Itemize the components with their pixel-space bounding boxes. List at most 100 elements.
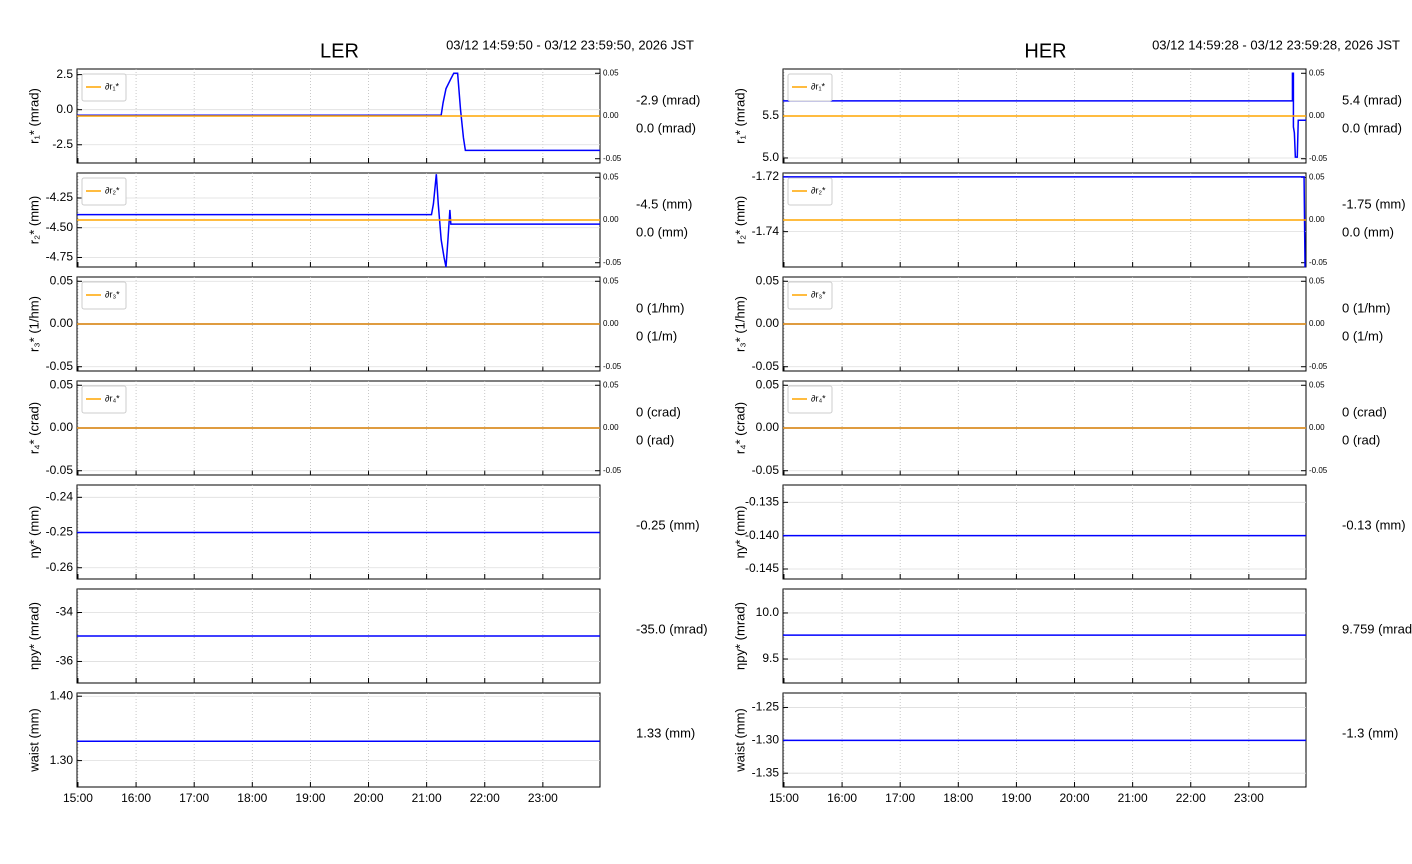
y-tick-label: -36 — [56, 654, 74, 668]
y2-tick-label: 0.05 — [1309, 68, 1325, 77]
y2-tick-label: -0.05 — [603, 362, 622, 371]
readout-value: 0.0 (mm) — [1342, 224, 1394, 239]
y-tick-label: -0.05 — [46, 359, 74, 373]
y-axis-label: r₁* (mrad) — [26, 88, 41, 144]
y-axis-label: r₄* (crad) — [732, 402, 747, 454]
y-tick-label: -0.140 — [745, 528, 779, 542]
y-axis-label: r₂* (mm) — [26, 196, 41, 244]
legend-label: ∂r₂* — [811, 185, 826, 195]
readout-value: 0.0 (mrad) — [1342, 120, 1402, 135]
legend-box — [787, 73, 833, 102]
y-tick-label: -0.05 — [752, 463, 780, 477]
x-tick-label: 21:00 — [412, 791, 442, 805]
readout-value: -1.3 (mm) — [1342, 725, 1398, 740]
readout-value: -0.25 (mm) — [636, 517, 700, 532]
y2-tick-label: -0.05 — [1309, 466, 1328, 475]
chart-title: LER — [320, 40, 359, 62]
legend-box — [81, 385, 127, 414]
legend-box — [81, 73, 127, 102]
y-tick-label: -1.72 — [752, 169, 780, 183]
y2-tick-label: -0.05 — [603, 466, 622, 475]
y2-tick-label: 0.00 — [1309, 111, 1325, 120]
y2-tick-label: 0.00 — [1309, 423, 1325, 432]
y-tick-label: 2.5 — [56, 67, 73, 81]
readout-value: -35.0 (mrad) — [636, 621, 708, 636]
x-tick-label: 15:00 — [769, 791, 799, 805]
y-tick-label: 0.00 — [756, 420, 780, 434]
y2-tick-label: 0.00 — [603, 319, 619, 328]
y-tick-label: 1.40 — [50, 688, 74, 702]
x-tick-label: 19:00 — [1001, 791, 1031, 805]
y-tick-label: 0.05 — [50, 377, 74, 391]
readout-value: 0 (crad) — [636, 404, 681, 419]
readout-value: 0 (rad) — [636, 432, 674, 447]
y-tick-label: -4.25 — [46, 190, 74, 204]
readout-value: 0 (rad) — [1342, 432, 1380, 447]
chart-subtitle: 03/12 14:59:28 - 03/12 23:59:28, 2026 JS… — [1152, 37, 1400, 52]
chart-subtitle: 03/12 14:59:50 - 03/12 23:59:50, 2026 JS… — [446, 37, 694, 52]
legend-label: ∂r₄* — [105, 393, 120, 403]
x-tick-label: 23:00 — [528, 791, 558, 805]
y2-tick-label: 0.05 — [603, 276, 619, 285]
axes-frame — [782, 588, 1307, 684]
readout-value: -2.9 (mrad) — [636, 92, 700, 107]
y2-tick-label: 0.00 — [603, 423, 619, 432]
y-axis-label: waist (mm) — [26, 708, 41, 773]
legend-box — [81, 177, 127, 206]
y-tick-label: 0.0 — [56, 102, 73, 116]
y-axis-label: r₃* (1/hm) — [26, 296, 41, 352]
readout-value: 0 (crad) — [1342, 404, 1387, 419]
legend-label: ∂r₃* — [105, 289, 120, 299]
y-axis-label: ηy* (mm) — [732, 506, 747, 559]
readout-value: -0.13 (mm) — [1342, 517, 1406, 532]
x-tick-label: 15:00 — [63, 791, 93, 805]
y2-tick-label: -0.05 — [1309, 154, 1328, 163]
y-axis-label: ηpy* (mrad) — [732, 602, 747, 670]
y-tick-label: 0.05 — [50, 273, 74, 287]
y2-tick-label: 0.05 — [1309, 172, 1325, 181]
y2-tick-label: 0.05 — [603, 172, 619, 181]
chart-title: HER — [1024, 40, 1066, 62]
y2-tick-label: 0.00 — [1309, 215, 1325, 224]
readout-value: 0 (1/hm) — [1342, 300, 1390, 315]
series-line — [77, 72, 600, 152]
y-tick-label: -2.5 — [52, 137, 73, 151]
readout-value: 0.0 (mm) — [636, 224, 688, 239]
y-tick-label: 0.00 — [50, 316, 74, 330]
legend-label: ∂r₁* — [811, 81, 825, 91]
y-tick-label: -0.25 — [46, 525, 74, 539]
x-tick-label: 21:00 — [1118, 791, 1148, 805]
y-axis-label: r₂* (mm) — [732, 196, 747, 244]
legend-box — [81, 281, 127, 310]
x-tick-label: 18:00 — [237, 791, 267, 805]
axes-frame — [782, 484, 1307, 580]
readout-value: -1.75 (mm) — [1342, 196, 1406, 211]
y-tick-label: -1.35 — [752, 765, 780, 779]
x-tick-label: 22:00 — [470, 791, 500, 805]
y-tick-label: 9.5 — [762, 651, 779, 665]
y-tick-label: -34 — [56, 605, 74, 619]
y2-tick-label: 0.05 — [1309, 380, 1325, 389]
y-tick-label: -0.24 — [46, 489, 74, 503]
y-tick-label: 5.5 — [762, 108, 779, 122]
readout-value: 5.4 (mrad) — [1342, 92, 1402, 107]
axes-frame — [76, 692, 601, 788]
x-tick-label: 22:00 — [1176, 791, 1206, 805]
readout-value: 9.759 (mrad) — [1342, 621, 1412, 636]
y-axis-label: r₁* (mrad) — [732, 88, 747, 144]
y2-tick-label: 0.05 — [603, 68, 619, 77]
readout-value: -4.5 (mm) — [636, 196, 692, 211]
y2-tick-label: -0.05 — [1309, 362, 1328, 371]
legend-label: ∂r₃* — [811, 289, 826, 299]
legend-box — [787, 177, 833, 206]
y-tick-label: 0.00 — [756, 316, 780, 330]
y-axis-label: ηy* (mm) — [26, 506, 41, 559]
y-tick-label: 0.05 — [756, 377, 780, 391]
y-tick-label: 0.00 — [50, 420, 74, 434]
x-tick-label: 23:00 — [1234, 791, 1264, 805]
y-tick-label: -0.05 — [46, 463, 74, 477]
y-axis-label: waist (mm) — [732, 708, 747, 773]
y2-tick-label: -0.05 — [603, 258, 622, 267]
readout-value: 0.0 (mrad) — [636, 120, 696, 135]
y2-tick-label: -0.05 — [603, 154, 622, 163]
